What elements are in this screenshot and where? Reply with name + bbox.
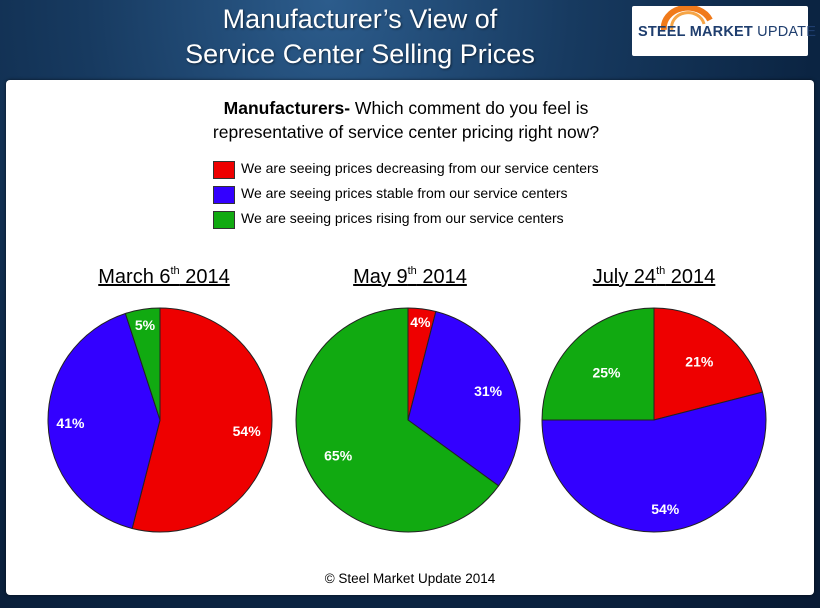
pie-chart-march: 54% 41% 5% [47,307,273,533]
legend-label-stable: We are seeing prices stable from our ser… [241,185,568,201]
chart-title-may-main: May 9 [353,266,408,288]
pie-label-may-decreasing: 4% [410,314,431,330]
legend-label-rising: We are seeing prices rising from our ser… [241,210,564,226]
pie-chart-july: 21% 54% 25% [541,307,767,533]
pie-label-may-rising: 65% [324,448,353,464]
logo-text-regular: UPDATE [757,24,817,40]
pie-slice-may-rising [295,307,500,533]
pie-slice-march-decreasing [131,307,273,533]
steel-market-update-logo: STEEL MARKET UPDATE [632,6,816,56]
pie-label-march-rising: 5% [135,317,156,333]
chart-title-july-sup: th [656,265,666,277]
chart-title-may-year: 2014 [416,266,467,288]
pie-chart-may: 4% 31% 65% [295,307,521,533]
pie-label-july-rising: 25% [592,364,621,380]
pie-slice-may-stable [407,310,521,487]
chart-title-july: July 24th 2014 [544,265,764,289]
chart-title-july-year: 2014 [665,266,716,288]
legend-swatch-stable [213,186,235,204]
question-line1: Which comment do you feel is [350,98,589,118]
slide-title-line1: Manufacturer’s View of [222,4,498,34]
pie-slice-march-stable [47,312,161,530]
slide-title-line2: Service Center Selling Prices [185,39,535,69]
pie-label-july-decreasing: 21% [685,354,714,370]
chart-title-july-main: July 24 [592,266,657,288]
pie-label-march-decreasing: 54% [233,423,262,439]
pie-slice-july-rising [541,307,655,421]
pie-slice-march-rising [124,307,161,421]
legend-swatch-rising [213,211,235,229]
pie-label-july-stable: 54% [651,501,680,517]
chart-title-march-year: 2014 [179,266,230,288]
chart-title-may-sup: th [407,265,417,277]
logo-text-bold: STEEL MARKET [638,24,753,40]
copyright-notice: © Steel Market Update 2014 [324,571,496,586]
chart-title-march-sup: th [170,265,180,277]
pie-label-may-stable: 31% [474,383,503,399]
legend-swatch-decreasing [213,161,235,179]
survey-question: Manufacturers- Which comment do you feel… [166,96,646,144]
slide-title: Manufacturer’s View of Service Center Se… [60,2,660,72]
question-line2: representative of service center pricing… [212,122,600,142]
logo-swoosh-icon [660,6,713,31]
question-bold: Manufacturers- [223,98,351,118]
pie-slice-july-decreasing [653,307,764,421]
content-panel: Manufacturers- Which comment do you feel… [6,80,814,595]
chart-title-may: May 9th 2014 [300,265,520,289]
legend-label-decreasing: We are seeing prices decreasing from our… [241,160,599,176]
chart-title-march-main: March 6 [98,266,171,288]
chart-title-march: March 6th 2014 [54,265,274,289]
pie-slice-july-stable [541,391,767,533]
pie-label-march-stable: 41% [56,415,85,431]
